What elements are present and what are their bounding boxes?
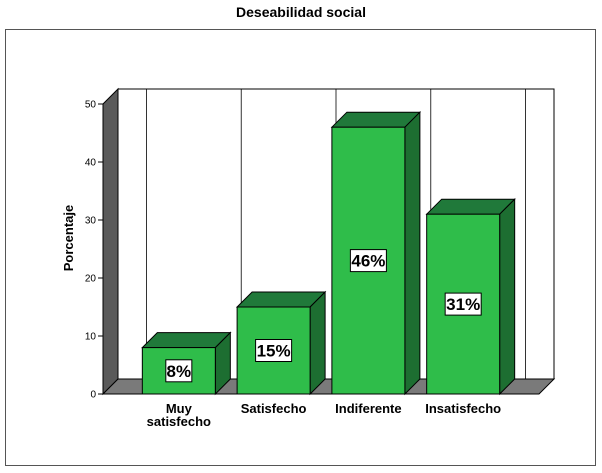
- data-label: 31%: [446, 295, 480, 314]
- x-tick-label: Insatisfecho: [425, 401, 501, 416]
- x-tick-label: Muy: [166, 401, 193, 416]
- y-tick-label: 20: [85, 274, 97, 285]
- bar-side: [309, 290, 326, 396]
- y-tick-label: 40: [85, 158, 97, 169]
- side-wall: [102, 87, 119, 396]
- data-label: 15%: [257, 342, 291, 361]
- chart-title: Deseabilidad social: [236, 4, 366, 20]
- data-label-box: [165, 359, 193, 383]
- data-label-box: [444, 292, 482, 316]
- x-tick-label: Satisfecho: [241, 401, 307, 416]
- bar-side: [499, 197, 516, 396]
- bar-side: [404, 110, 421, 396]
- y-tick-label: 0: [90, 390, 96, 401]
- chart-frame: [5, 29, 596, 466]
- x-tick-label: Indiferente: [335, 401, 401, 416]
- x-tick-label: satisfecho: [147, 414, 211, 429]
- data-label-box: [349, 249, 387, 273]
- y-tick-label: 50: [85, 100, 97, 111]
- data-label-box: [255, 339, 293, 362]
- y-axis-label: Porcentaje: [61, 205, 76, 271]
- y-tick-label: 30: [85, 216, 97, 227]
- data-label: 46%: [351, 252, 385, 271]
- y-tick-label: 10: [85, 332, 97, 343]
- data-label: 8%: [167, 362, 192, 381]
